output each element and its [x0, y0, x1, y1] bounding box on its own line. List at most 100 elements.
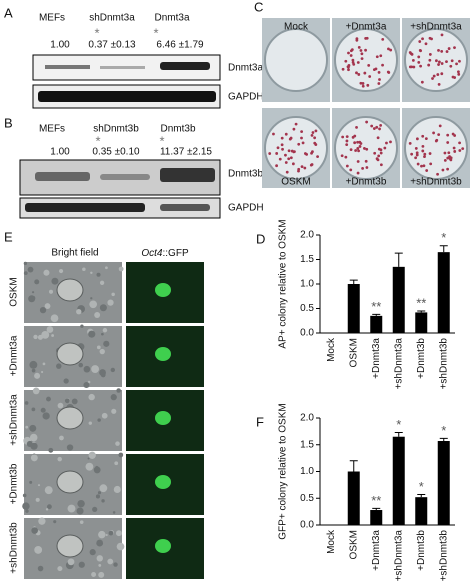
blot-label: GAPDH — [228, 92, 264, 103]
texture — [99, 304, 107, 312]
texture — [27, 266, 34, 273]
significance: ** — [371, 493, 381, 508]
colony — [422, 164, 426, 168]
colony — [435, 138, 439, 142]
texture — [57, 566, 63, 572]
colony — [437, 83, 441, 86]
error-bar — [394, 431, 403, 437]
x-tick-label: +shDnmt3a — [393, 338, 404, 390]
colony — [429, 162, 433, 166]
colony — [428, 58, 432, 62]
colony — [423, 152, 427, 156]
plate-label: +Dnmt3b — [346, 177, 387, 188]
y-tick-label: 1.5 — [300, 254, 314, 265]
colony — [387, 71, 391, 74]
colony — [446, 133, 450, 137]
texture — [96, 555, 103, 562]
texture — [98, 571, 105, 578]
texture — [116, 542, 125, 551]
colony — [418, 48, 422, 52]
colony — [417, 60, 421, 64]
colony — [415, 153, 419, 157]
texture — [48, 289, 54, 294]
texture — [31, 527, 38, 534]
texture — [118, 266, 124, 272]
gfp-colony — [155, 539, 171, 553]
panel-label: C — [254, 0, 263, 14]
texture — [29, 424, 37, 432]
band — [25, 203, 145, 212]
colony — [389, 48, 393, 52]
colony — [377, 147, 381, 151]
colony — [56, 278, 84, 302]
colony — [276, 146, 280, 150]
texture — [95, 465, 99, 469]
colony — [440, 33, 444, 37]
texture — [41, 370, 44, 374]
colony — [303, 166, 307, 170]
texture — [88, 421, 92, 425]
colony — [56, 342, 84, 366]
colony — [370, 124, 374, 128]
marker: * — [153, 25, 158, 40]
colony — [291, 162, 295, 166]
texture — [35, 497, 40, 502]
colony — [351, 61, 355, 64]
colony — [389, 140, 392, 144]
texture — [78, 362, 84, 368]
texture — [46, 326, 54, 333]
band — [160, 62, 210, 70]
colony — [309, 163, 313, 167]
colony — [457, 72, 461, 76]
texture — [98, 530, 106, 539]
colony — [341, 67, 345, 71]
texture — [29, 433, 38, 442]
error-bar — [417, 494, 426, 498]
colony — [356, 160, 360, 163]
colony — [432, 131, 435, 135]
bar — [370, 510, 383, 525]
colony — [290, 149, 294, 153]
colony — [301, 141, 305, 145]
texture — [90, 271, 93, 274]
significance: ** — [416, 295, 426, 310]
colony — [385, 141, 388, 145]
colony — [281, 147, 284, 151]
colony — [443, 151, 447, 155]
colony — [458, 141, 461, 145]
colony — [364, 48, 367, 52]
colony — [367, 64, 371, 67]
colony — [353, 134, 357, 138]
colony — [268, 152, 272, 155]
error-bar — [372, 313, 381, 316]
texture — [59, 435, 64, 441]
texture — [83, 365, 91, 373]
colony — [373, 151, 377, 155]
gfp-colony — [155, 283, 171, 297]
colony — [424, 137, 428, 141]
texture — [89, 549, 96, 556]
colony — [387, 47, 390, 51]
colony — [316, 155, 319, 159]
colony — [357, 45, 361, 49]
texture — [90, 297, 93, 300]
x-tick-label: +Dnmt3b — [416, 530, 427, 571]
texture — [44, 303, 51, 309]
colony — [420, 164, 423, 168]
colony — [452, 146, 456, 150]
column-label: MEFs — [39, 124, 65, 135]
texture — [115, 530, 122, 537]
colony — [341, 135, 345, 139]
colony — [450, 59, 454, 63]
texture — [22, 502, 30, 510]
colony — [461, 147, 465, 151]
texture — [50, 314, 59, 323]
colony — [408, 141, 412, 145]
colony — [421, 134, 425, 138]
colony — [305, 152, 309, 156]
bar — [437, 441, 450, 525]
y-tick-label: 1.0 — [300, 279, 314, 290]
texture — [76, 507, 84, 515]
colony — [294, 122, 298, 126]
